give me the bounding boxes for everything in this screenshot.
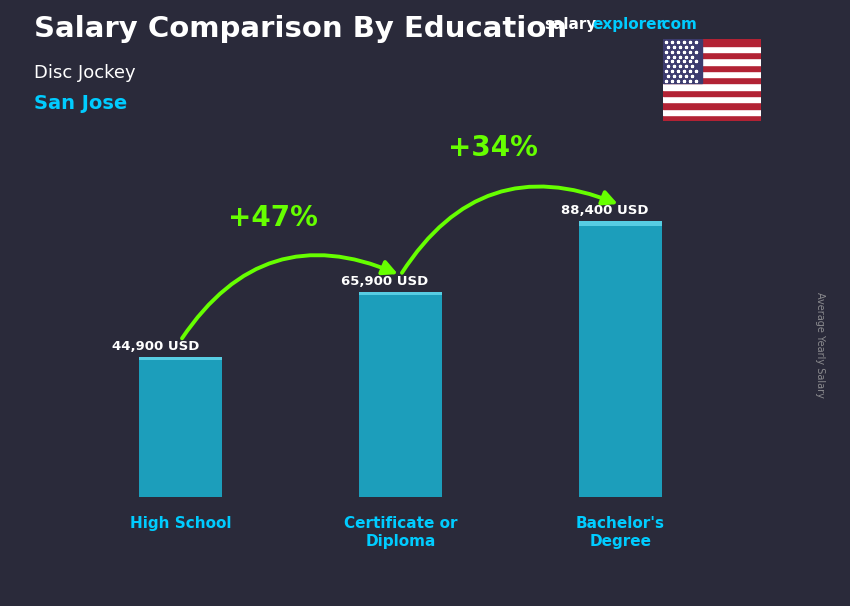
Text: salary: salary <box>544 17 597 32</box>
Text: 44,900 USD: 44,900 USD <box>112 340 200 353</box>
Bar <box>663 71 761 77</box>
FancyBboxPatch shape <box>139 357 223 359</box>
Text: +34%: +34% <box>448 134 538 162</box>
Bar <box>663 52 761 58</box>
Bar <box>663 102 761 108</box>
FancyBboxPatch shape <box>579 221 662 227</box>
FancyBboxPatch shape <box>139 357 223 497</box>
Bar <box>663 77 761 84</box>
Bar <box>663 115 761 121</box>
Bar <box>663 108 761 115</box>
Bar <box>663 96 761 102</box>
Text: 88,400 USD: 88,400 USD <box>561 204 649 218</box>
Bar <box>663 39 702 84</box>
Bar <box>663 58 761 65</box>
Bar <box>663 65 761 71</box>
Text: .com: .com <box>656 17 697 32</box>
Bar <box>663 39 761 45</box>
Text: Salary Comparison By Education: Salary Comparison By Education <box>34 15 567 43</box>
Text: Average Yearly Salary: Average Yearly Salary <box>815 293 825 398</box>
Text: +47%: +47% <box>228 204 318 232</box>
FancyBboxPatch shape <box>359 291 442 295</box>
Bar <box>663 45 761 52</box>
FancyBboxPatch shape <box>359 291 442 497</box>
Bar <box>663 90 761 96</box>
Bar <box>663 84 761 90</box>
FancyBboxPatch shape <box>579 221 662 497</box>
Text: 65,900 USD: 65,900 USD <box>341 275 428 288</box>
Text: San Jose: San Jose <box>34 94 127 113</box>
Text: explorer: explorer <box>592 17 665 32</box>
Text: Disc Jockey: Disc Jockey <box>34 64 136 82</box>
